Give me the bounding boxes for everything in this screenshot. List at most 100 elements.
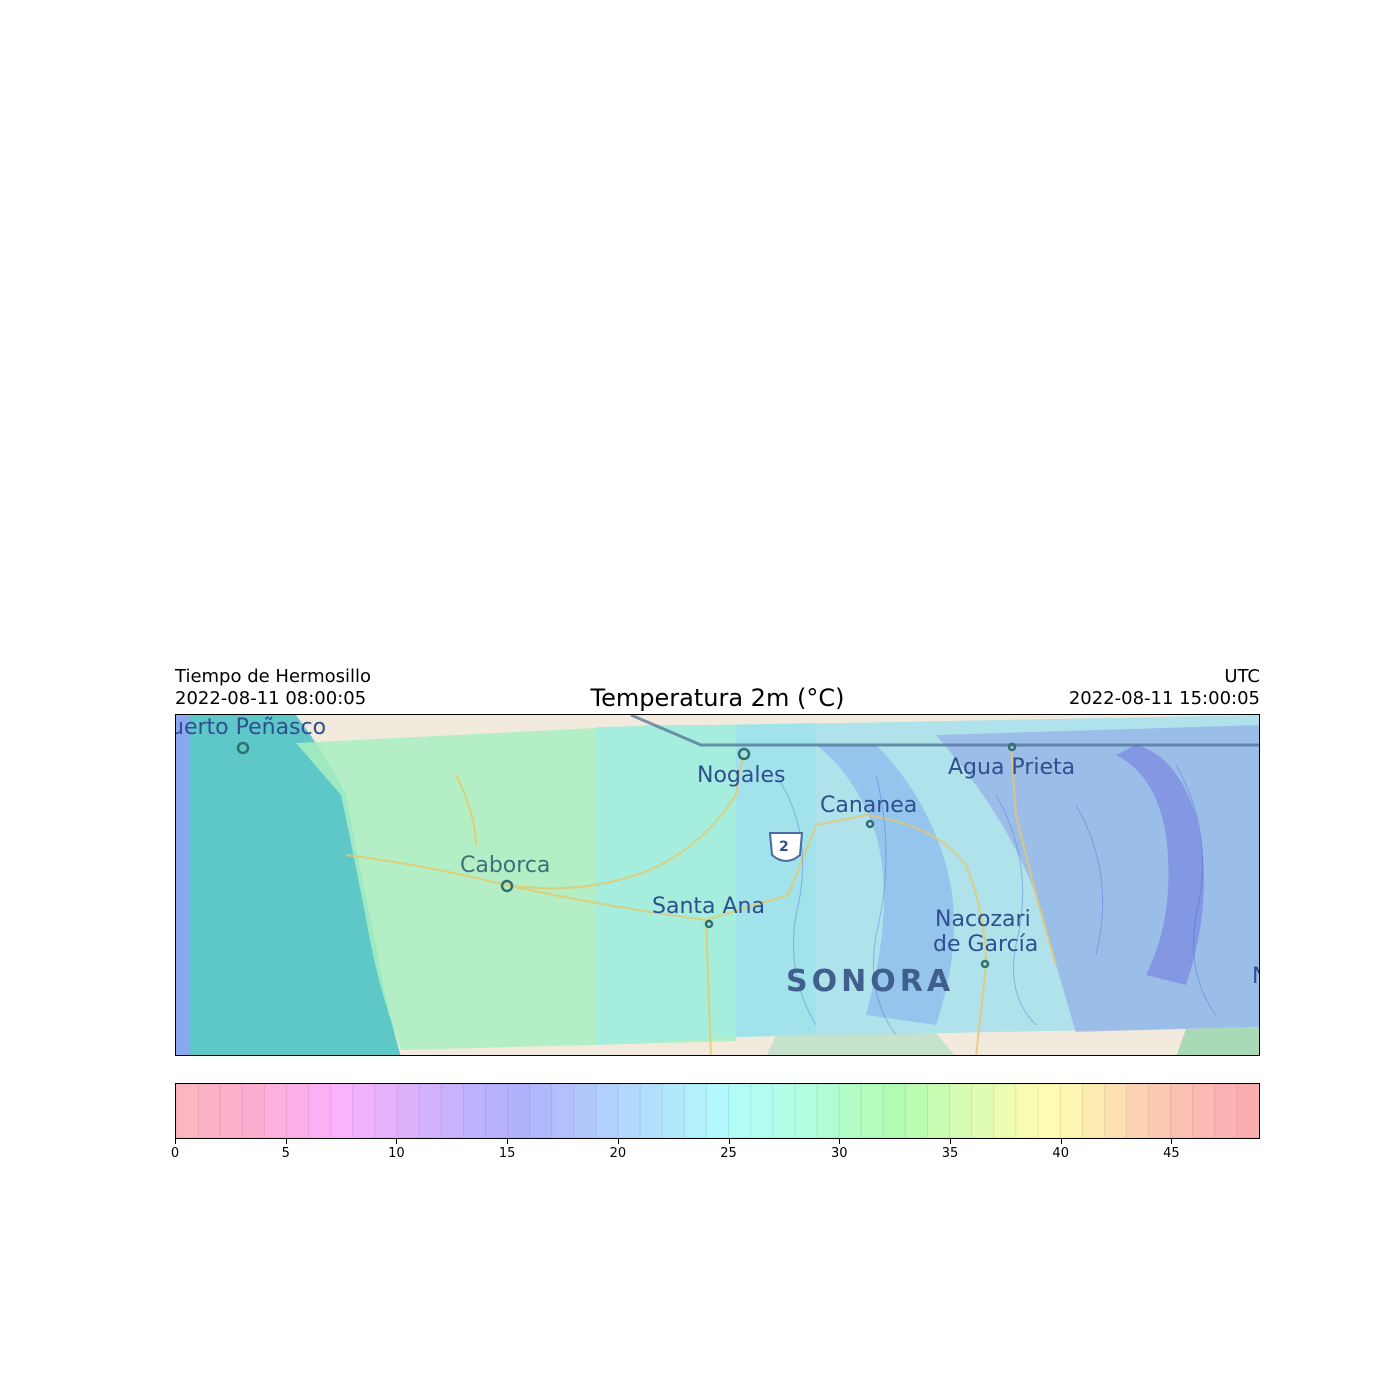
map-panel[interactable]: uerto Peñasco Nogales Agua Prieta Canane… bbox=[175, 714, 1260, 1056]
label-caborca: Caborca bbox=[460, 853, 551, 878]
colorbar-swatch bbox=[1015, 1084, 1039, 1138]
colorbar-swatch bbox=[352, 1084, 376, 1138]
label-santa-ana: Santa Ana bbox=[652, 894, 765, 919]
colorbar-swatch bbox=[661, 1084, 686, 1138]
label-puerto-penasco: uerto Peñasco bbox=[175, 715, 327, 740]
colorbar-swatch bbox=[1236, 1084, 1259, 1138]
colorbar-tick bbox=[950, 1139, 951, 1144]
colorbar-swatch bbox=[286, 1084, 310, 1138]
colorbar-tick bbox=[507, 1139, 509, 1144]
marker-puerto-penasco bbox=[236, 741, 250, 755]
colorbar-swatch bbox=[396, 1084, 421, 1138]
colorbar-tick-label: 10 bbox=[388, 1146, 405, 1161]
colorbar-tick-label: 30 bbox=[831, 1146, 848, 1161]
label-sonora: SONORA bbox=[786, 964, 955, 999]
colorbar-tick bbox=[285, 1139, 287, 1144]
colorbar-tick bbox=[1171, 1139, 1173, 1144]
colorbar-swatch bbox=[683, 1084, 708, 1138]
colorbar-swatch bbox=[573, 1084, 597, 1138]
colorbar-swatch bbox=[197, 1084, 222, 1138]
colorbar-swatch bbox=[176, 1084, 200, 1138]
colorbar-swatch bbox=[816, 1084, 841, 1138]
colorbar-swatch bbox=[330, 1084, 354, 1138]
colorbar-swatch bbox=[794, 1084, 818, 1138]
colorbar-swatch bbox=[750, 1084, 774, 1138]
marker-nogales bbox=[737, 747, 751, 761]
temp-overlay-cold-1 bbox=[816, 745, 954, 1025]
colorbar-swatch bbox=[219, 1084, 244, 1138]
colorbar-swatch bbox=[772, 1084, 796, 1138]
colorbar-swatch bbox=[1059, 1084, 1084, 1138]
marker-nacozari bbox=[980, 959, 990, 969]
colorbar-swatch bbox=[507, 1084, 531, 1138]
map-title: Temperatura 2m (°C) bbox=[590, 684, 845, 712]
colorbar-swatch bbox=[617, 1084, 642, 1138]
map-canvas bbox=[176, 715, 1259, 1055]
colorbar-tick-label: 40 bbox=[1052, 1146, 1069, 1161]
colorbar-tick bbox=[728, 1139, 730, 1144]
colorbar-swatch bbox=[241, 1084, 266, 1138]
colorbar-swatch bbox=[308, 1084, 332, 1138]
colorbar-swatch bbox=[263, 1084, 288, 1138]
colorbar-swatch bbox=[838, 1084, 863, 1138]
colorbar-swatch bbox=[860, 1084, 885, 1138]
colorbar-swatch bbox=[462, 1084, 487, 1138]
colorbar-swatch bbox=[904, 1084, 929, 1138]
city-markers bbox=[236, 741, 1017, 969]
label-cananea: Cananea bbox=[820, 793, 918, 818]
utc-label: UTC bbox=[1224, 666, 1260, 687]
colorbar-swatch bbox=[1037, 1084, 1062, 1138]
colorbar-tick-label: 15 bbox=[498, 1146, 516, 1161]
colorbar-swatch bbox=[705, 1084, 730, 1138]
colorbar-tick bbox=[617, 1139, 619, 1144]
colorbar-swatch bbox=[418, 1084, 443, 1138]
lower-right-patch bbox=[1176, 1027, 1259, 1055]
colorbar-tick bbox=[396, 1139, 398, 1144]
colorbar bbox=[175, 1083, 1260, 1139]
label-nogales: Nogales bbox=[697, 763, 786, 788]
colorbar-swatch bbox=[1147, 1084, 1172, 1138]
colorbar-swatch bbox=[728, 1084, 752, 1138]
colorbar-tick-label: 35 bbox=[941, 1146, 959, 1161]
colorbar-swatch bbox=[1081, 1084, 1106, 1138]
marker-agua-prieta bbox=[1007, 742, 1017, 752]
colorbar-swatch bbox=[882, 1084, 907, 1138]
colorbar-swatch bbox=[1125, 1084, 1150, 1138]
utc-time-value: 2022-08-11 15:00:05 bbox=[1068, 688, 1260, 709]
highway-shield-icon bbox=[768, 832, 804, 862]
road-network bbox=[345, 744, 1057, 1055]
colorbar-tick bbox=[1060, 1139, 1062, 1144]
colorbar-swatch bbox=[639, 1084, 664, 1138]
lower-green-patch bbox=[766, 1033, 955, 1055]
colorbar-swatch bbox=[374, 1084, 399, 1138]
colorbar-swatches bbox=[176, 1084, 1259, 1138]
colorbar-swatch bbox=[484, 1084, 509, 1138]
colorbar-swatch bbox=[926, 1084, 951, 1138]
local-time-label: Tiempo de Hermosillo bbox=[175, 666, 372, 687]
marker-caborca bbox=[500, 879, 514, 893]
header-left: Tiempo de Hermosillo 2022-08-11 08:00:05 bbox=[175, 666, 371, 710]
sea-edge bbox=[176, 715, 190, 1055]
colorbar-swatch bbox=[1192, 1084, 1216, 1138]
colorbar-swatch bbox=[1170, 1084, 1194, 1138]
colorbar-swatch bbox=[1103, 1084, 1128, 1138]
marker-cananea bbox=[865, 819, 875, 829]
colorbar-swatch bbox=[551, 1084, 575, 1138]
contour-lines bbox=[775, 764, 1217, 1036]
colorbar-swatch bbox=[993, 1084, 1017, 1138]
header-right: UTC 2022-08-11 15:00:05 bbox=[1069, 666, 1260, 710]
colorbar-swatch bbox=[1214, 1084, 1238, 1138]
colorbar-ticks: 0 5 10 15 20 25 30 35 40 45 bbox=[171, 1139, 1260, 1169]
colorbar-tick-label: 5 bbox=[281, 1146, 290, 1161]
colorbar-tick bbox=[839, 1139, 841, 1144]
label-de-garcia: de García bbox=[933, 932, 1039, 957]
label-edge-n: N bbox=[1252, 965, 1259, 989]
local-time-value: 2022-08-11 08:00:05 bbox=[175, 688, 367, 709]
colorbar-tick-label: 0 bbox=[170, 1146, 180, 1161]
marker-santa-ana bbox=[704, 919, 714, 929]
temp-overlay-cold-3 bbox=[1116, 745, 1204, 985]
colorbar-tick-label: 45 bbox=[1163, 1146, 1180, 1161]
label-nacozari: Nacozari bbox=[935, 907, 1031, 932]
colorbar-swatch bbox=[595, 1084, 620, 1138]
border-line bbox=[630, 715, 1259, 747]
